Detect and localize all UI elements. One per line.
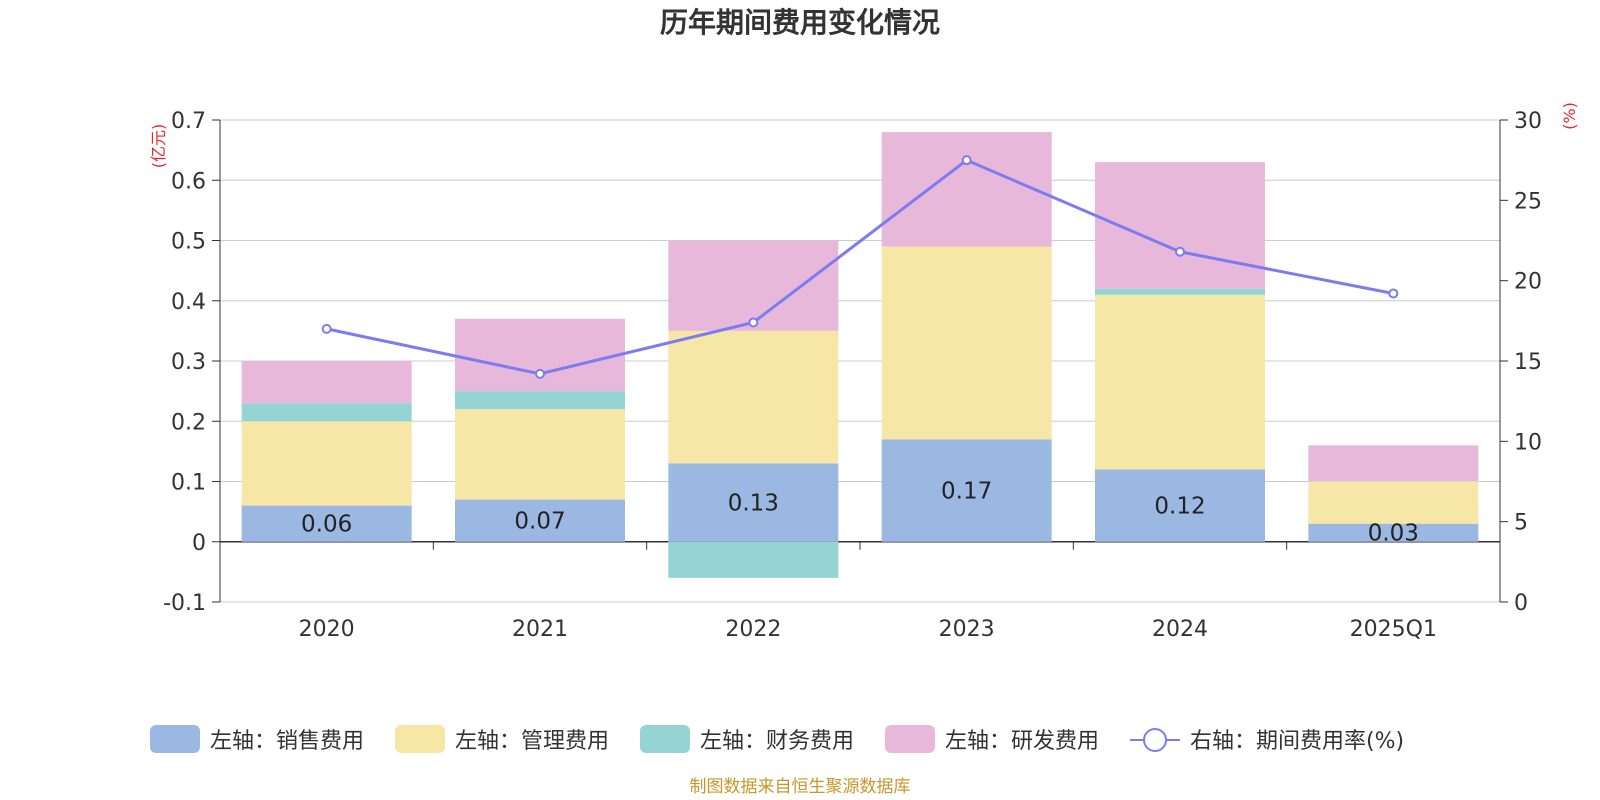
- bar-segment-4: [241, 361, 412, 404]
- bar-segment-1: [881, 439, 1052, 542]
- bar-segment-1: [1095, 469, 1265, 542]
- left-tick-label: 0.4: [171, 290, 206, 315]
- bar-segment-3: [241, 403, 412, 422]
- legend-label: 左轴：销售费用: [210, 729, 364, 754]
- left-tick-label: 0.1: [171, 471, 206, 496]
- bar-segment-4: [455, 318, 625, 392]
- bar-segment-3: [455, 391, 625, 410]
- bar-series: [241, 132, 1479, 578]
- bar-segment-4: [668, 240, 839, 331]
- left-tick-label: 0.3: [171, 350, 206, 375]
- right-tick-label: 20: [1514, 270, 1542, 295]
- category-label: 2021: [512, 617, 568, 642]
- data-label: 0.17: [941, 479, 992, 505]
- bar-segment-3: [668, 541, 839, 578]
- data-label: 0.03: [1368, 521, 1419, 547]
- data-labels: 0.06 0.07 0.13 0.17 0.12 0.03: [301, 479, 1419, 547]
- left-tick-label: 0.2: [171, 410, 206, 435]
- left-tick-label: 0.6: [171, 169, 206, 194]
- chart-title: 历年期间费用变化情况: [660, 6, 940, 39]
- data-label: 0.12: [1154, 494, 1205, 520]
- line-series: [321, 155, 1399, 379]
- right-tick-label: 15: [1514, 350, 1542, 375]
- right-tick-label: 25: [1514, 189, 1542, 214]
- rate-point: [748, 317, 759, 328]
- bar-segment-2: [455, 409, 625, 500]
- rate-point: [321, 323, 332, 334]
- legend-label: 左轴：财务费用: [700, 729, 854, 754]
- right-axis-unit: (%): [1560, 102, 1579, 130]
- left-axis-unit: (亿元): [149, 124, 168, 169]
- bar-segment-4: [1308, 445, 1479, 482]
- data-label: 0.06: [301, 512, 352, 538]
- source-note: 制图数据来自恒生聚源数据库: [690, 777, 911, 797]
- legend-swatch: [150, 725, 200, 753]
- category-label: 2020: [299, 617, 355, 642]
- legend-label: 右轴：期间费用率(%): [1190, 729, 1404, 754]
- legend-label: 左轴：研发费用: [945, 729, 1099, 754]
- right-tick-label: 10: [1514, 430, 1542, 455]
- left-tick-label: 0.7: [171, 109, 206, 134]
- legend-swatch: [885, 725, 935, 753]
- bar-segment-4: [881, 132, 1052, 247]
- category-label: 2025Q1: [1350, 617, 1437, 642]
- category-label: 2024: [1152, 617, 1208, 642]
- right-tick-label: 0: [1514, 591, 1528, 616]
- rate-line: [326, 158, 1394, 376]
- legend-marker: [1143, 728, 1167, 752]
- category-label: 2022: [725, 617, 781, 642]
- bar-segment-2: [1095, 294, 1265, 470]
- legend-label: 左轴：管理费用: [455, 729, 609, 754]
- axes: -0.1 0 0.1 0.2 0.3 0.4 0.5 0.6 0.7 0 5 10 15 20 25 30 20…: [163, 109, 1542, 642]
- legend-swatch: [395, 725, 445, 753]
- legend-swatch: [640, 725, 690, 753]
- bar-segment-2: [241, 421, 412, 506]
- bar-segment-2: [668, 330, 839, 464]
- left-tick-label: -0.1: [163, 591, 206, 616]
- right-tick-label: 30: [1514, 109, 1542, 134]
- bar-segment-4: [1095, 162, 1265, 289]
- data-label: 0.07: [514, 509, 565, 535]
- rate-point: [535, 368, 545, 379]
- bar-segment-1: [241, 505, 412, 542]
- rate-point: [1388, 288, 1399, 299]
- rate-point: [1175, 246, 1185, 257]
- bar-segment-3: [1095, 288, 1265, 295]
- bar-segment-1: [668, 463, 839, 542]
- bar-segment-1: [1308, 523, 1479, 542]
- right-tick-label: 5: [1514, 511, 1528, 536]
- bar-segment-1: [455, 499, 625, 542]
- rate-point: [961, 155, 972, 166]
- left-tick-label: 0: [192, 531, 206, 556]
- legend: 左轴：销售费用 左轴：管理费用 左轴：财务费用 左轴：研发费用 右轴：期间费用率(%): [150, 725, 1404, 754]
- category-label: 2023: [939, 617, 995, 642]
- data-label: 0.13: [728, 491, 779, 517]
- bar-segment-2: [1308, 481, 1479, 524]
- bar-segment-2: [881, 246, 1052, 440]
- grid-lines: [220, 119, 1500, 603]
- left-tick-label: 0.5: [171, 230, 206, 255]
